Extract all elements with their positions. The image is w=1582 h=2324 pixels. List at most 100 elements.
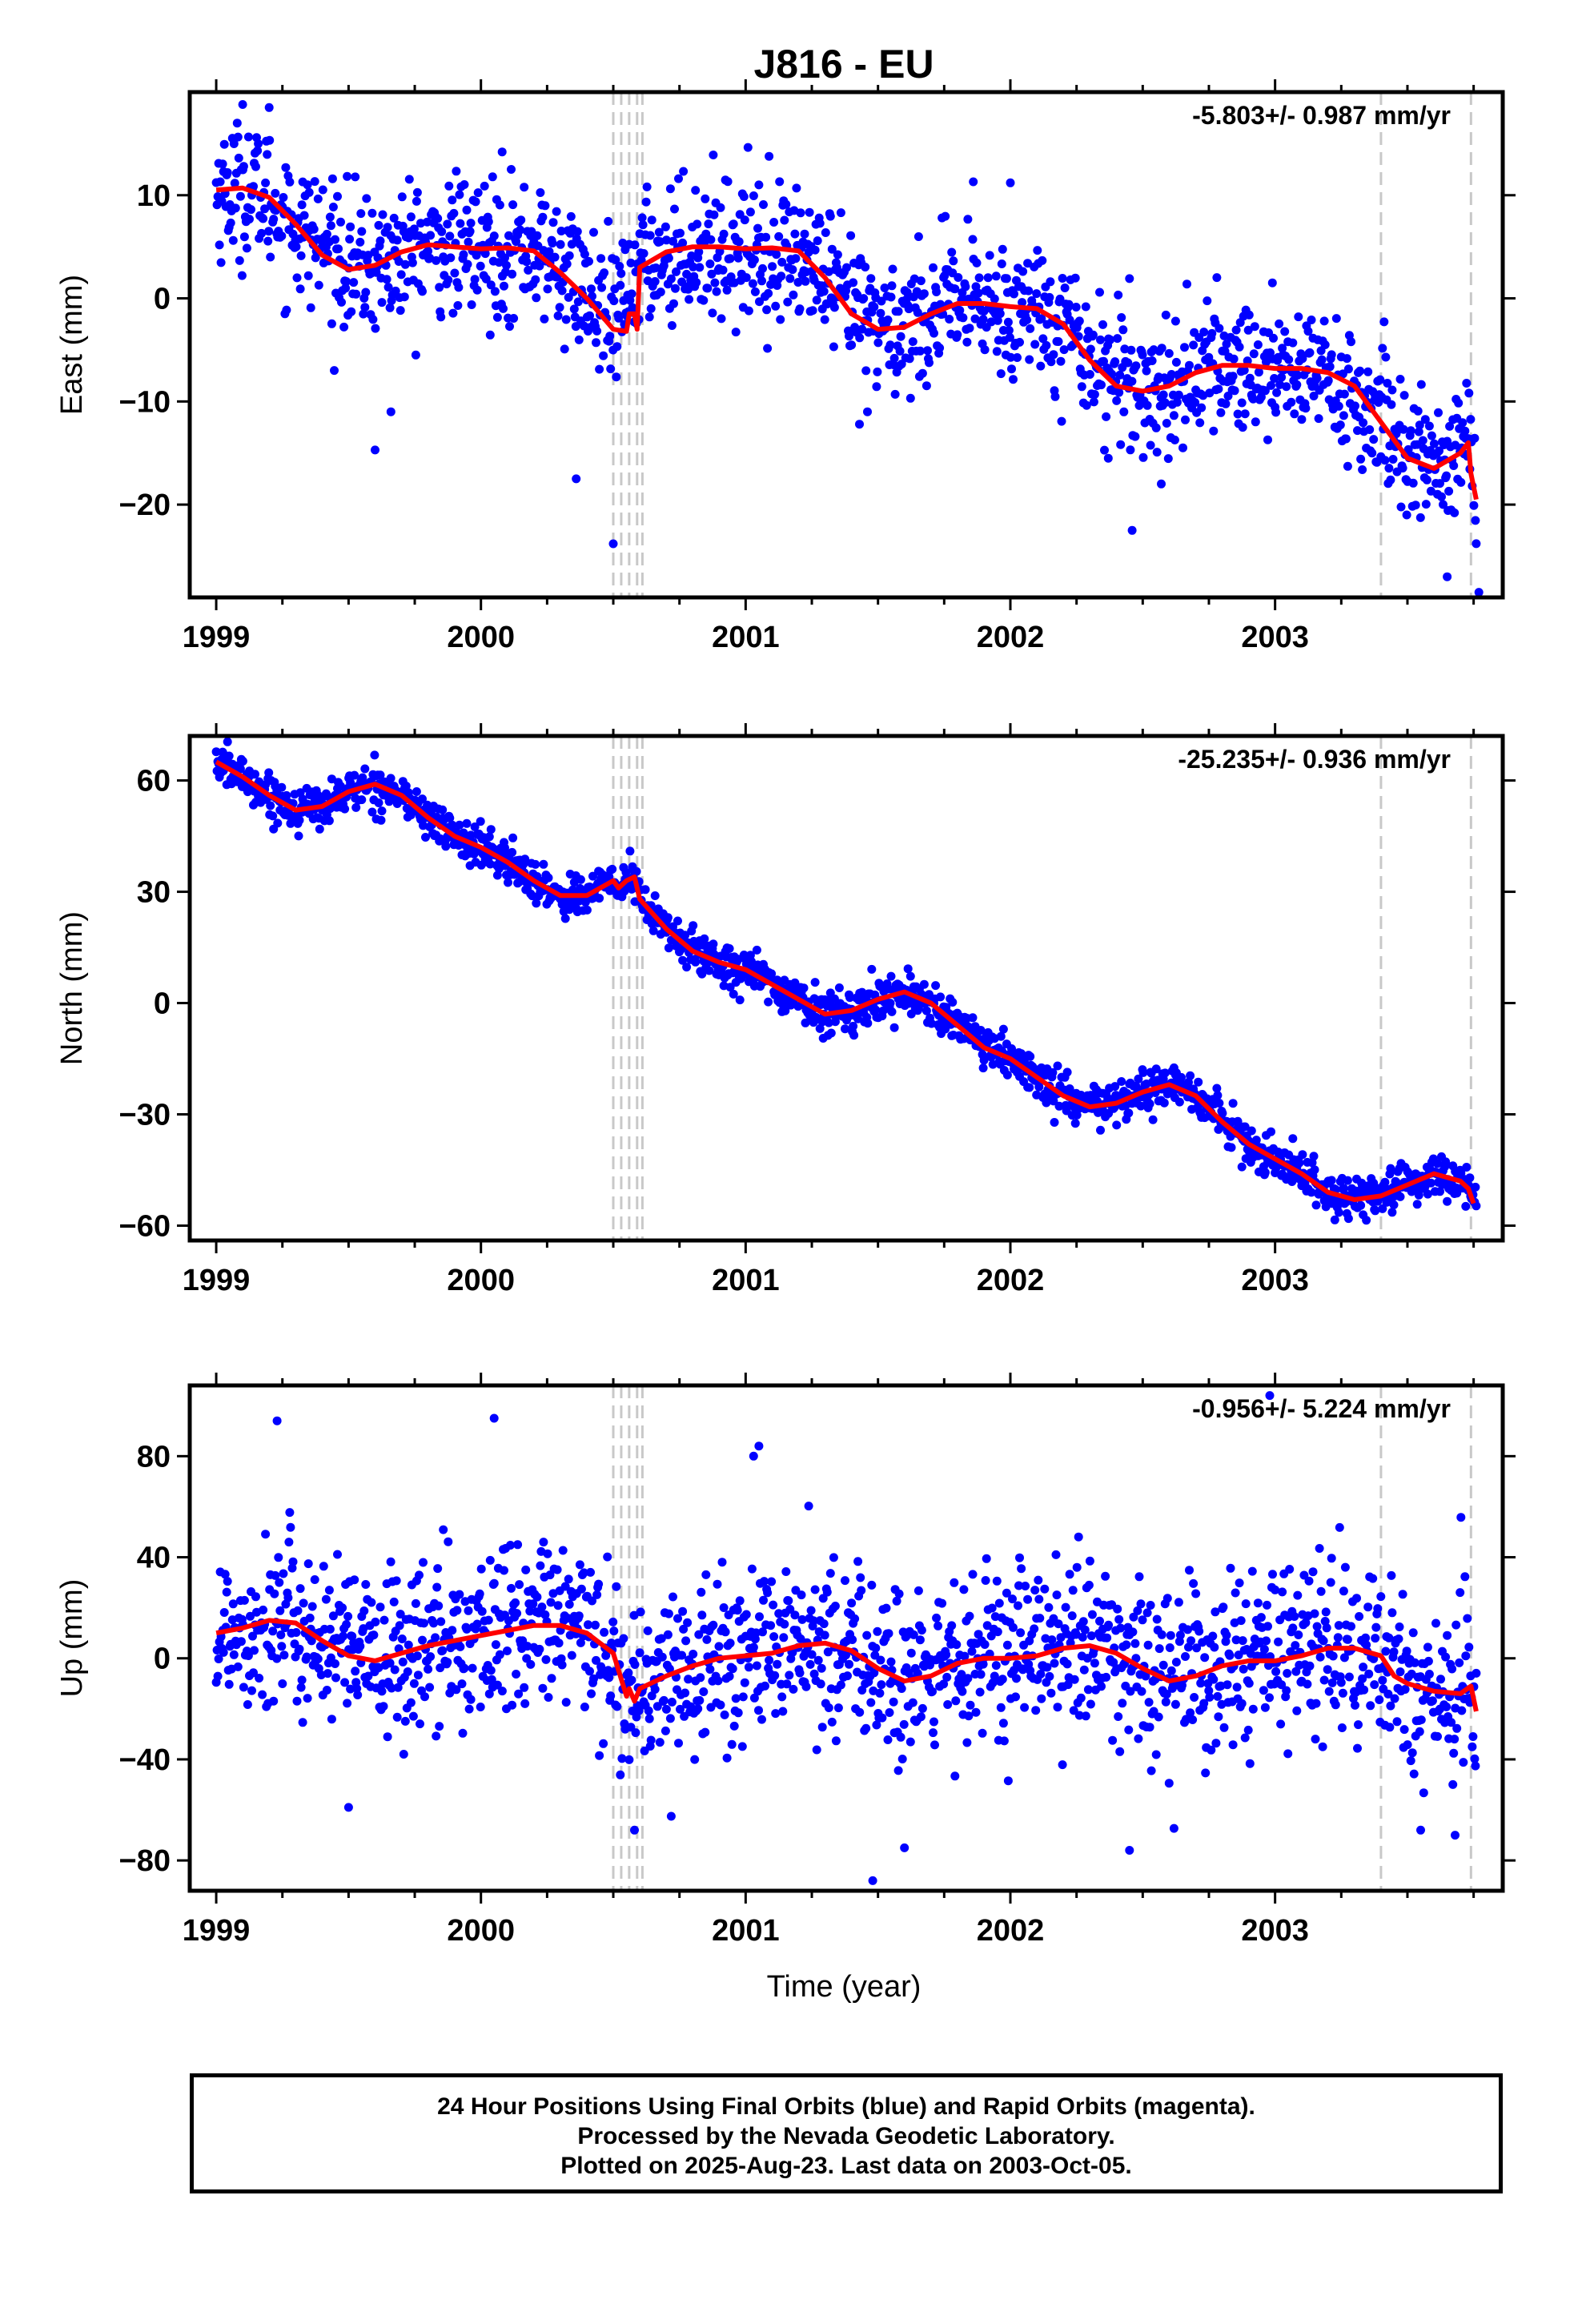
east-point xyxy=(1161,310,1170,320)
up-point xyxy=(588,1596,596,1606)
up-point xyxy=(1395,1622,1404,1631)
up-point xyxy=(964,1711,974,1721)
up-point xyxy=(1084,1580,1094,1590)
up-point xyxy=(400,1716,410,1726)
north-point xyxy=(936,992,946,1002)
east-point xyxy=(516,215,526,225)
east-point xyxy=(330,366,339,376)
north-point xyxy=(576,875,585,884)
east-point xyxy=(1042,340,1051,350)
up-point xyxy=(321,1594,331,1604)
east-point xyxy=(1323,376,1333,385)
east-point xyxy=(712,287,721,296)
up-point xyxy=(1327,1678,1337,1687)
east-point xyxy=(281,163,291,172)
up-point xyxy=(986,1631,996,1641)
up-point xyxy=(458,1728,468,1738)
east-point xyxy=(930,328,938,338)
east-point xyxy=(448,308,458,318)
north-point xyxy=(1194,1077,1203,1087)
east-point xyxy=(239,162,248,171)
up-point xyxy=(699,1687,709,1696)
up-point xyxy=(754,1706,763,1715)
east-point xyxy=(1005,332,1014,342)
up-point xyxy=(1078,1617,1088,1626)
up-point xyxy=(1461,1651,1471,1661)
up-point xyxy=(375,1602,385,1612)
east-x-tick-label: 2001 xyxy=(712,621,780,654)
up-point xyxy=(1008,1594,1017,1604)
east-point xyxy=(328,203,338,211)
up-point xyxy=(251,1592,260,1602)
east-point xyxy=(997,259,1006,268)
up-point xyxy=(761,1681,769,1691)
up-point xyxy=(1175,1630,1185,1640)
up-point xyxy=(1263,1600,1271,1610)
east-x-tick-label: 2002 xyxy=(977,621,1045,654)
north-point xyxy=(528,891,537,901)
east-point xyxy=(1180,343,1189,352)
east-point xyxy=(1288,338,1298,348)
east-point xyxy=(1233,409,1243,419)
up-point xyxy=(1359,1685,1369,1695)
east-point xyxy=(1471,516,1480,525)
east-point xyxy=(1293,371,1303,380)
up-point xyxy=(644,1706,653,1715)
east-point xyxy=(544,247,554,256)
east-point xyxy=(719,229,729,239)
up-point xyxy=(1375,1695,1384,1704)
up-point xyxy=(908,1698,917,1707)
up-point xyxy=(299,1598,308,1608)
east-point xyxy=(509,314,519,323)
east-point xyxy=(412,187,422,197)
up-point xyxy=(592,1655,600,1665)
up-point xyxy=(966,1700,975,1710)
up-point xyxy=(288,1557,298,1566)
east-point xyxy=(915,346,925,356)
north-point xyxy=(801,1018,810,1027)
up-point xyxy=(313,1655,323,1663)
east-point xyxy=(1215,324,1224,333)
up-point xyxy=(630,1660,640,1669)
north-fit-line xyxy=(215,759,1476,1204)
up-point xyxy=(1169,1823,1178,1833)
east-y-tick-label: 0 xyxy=(154,283,171,316)
east-point xyxy=(1158,390,1168,400)
east-point xyxy=(1114,290,1123,300)
up-point xyxy=(1065,1570,1074,1579)
up-point xyxy=(1371,1634,1380,1643)
east-point xyxy=(1172,397,1182,407)
east-point xyxy=(375,236,385,246)
up-point xyxy=(333,1550,342,1559)
east-point xyxy=(846,231,856,240)
north-point xyxy=(824,1018,833,1027)
up-y-tick-label: 0 xyxy=(154,1642,171,1676)
up-point xyxy=(472,1619,482,1629)
up-point xyxy=(980,1640,990,1649)
up-point xyxy=(1333,1633,1343,1642)
east-point xyxy=(1250,322,1259,332)
up-point xyxy=(1196,1679,1206,1688)
up-point xyxy=(991,1661,1001,1671)
east-point xyxy=(373,253,383,263)
up-point xyxy=(996,1703,1006,1712)
east-point xyxy=(790,229,800,239)
up-point xyxy=(785,1605,795,1614)
up-y-tick-label: 40 xyxy=(137,1542,171,1575)
up-point xyxy=(1235,1578,1244,1588)
up-point xyxy=(836,1680,845,1690)
north-points xyxy=(211,737,1481,1225)
up-point xyxy=(993,1627,1002,1637)
east-point xyxy=(638,220,648,230)
up-point xyxy=(856,1573,865,1582)
east-point xyxy=(435,283,444,292)
east-point xyxy=(1163,454,1173,464)
east-point xyxy=(552,207,561,216)
up-point xyxy=(239,1683,248,1692)
east-point xyxy=(1317,355,1327,364)
east-point xyxy=(1396,502,1406,512)
east-point xyxy=(777,257,787,267)
east-point xyxy=(1182,279,1191,289)
up-point xyxy=(1311,1735,1320,1744)
